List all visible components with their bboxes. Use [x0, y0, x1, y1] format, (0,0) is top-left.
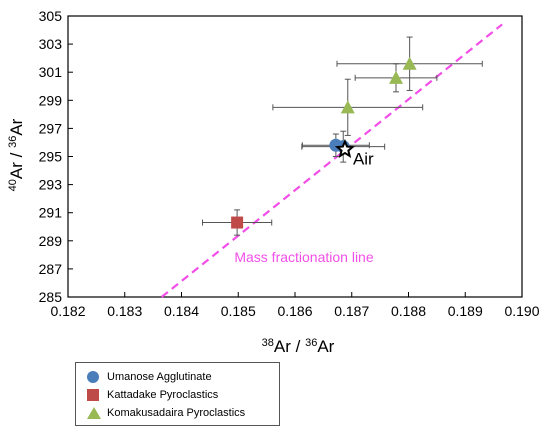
annotations: Air Mass fractionation line: [234, 138, 374, 265]
x-tick-label: 0.189: [448, 303, 483, 319]
legend-item-kattadake: Kattadake Pyroclastics: [87, 387, 218, 403]
mass-fractionation-label: Mass fractionation line: [234, 249, 374, 265]
kattadake-point: [231, 216, 244, 229]
y-tick-label: 287: [39, 261, 63, 277]
x-tick-label: 0.186: [277, 303, 312, 319]
y-tick-label: 305: [39, 8, 63, 24]
y-tick-label: 297: [39, 120, 63, 136]
square-marker-icon: [87, 389, 99, 401]
komakusadaira-point: [402, 56, 417, 70]
error-bars: [201, 36, 483, 236]
x-tick-label: 0.187: [334, 303, 369, 319]
air-star-icon: [334, 138, 356, 159]
triangle-marker-icon: [87, 407, 101, 419]
x-tick-label: 0.184: [164, 303, 199, 319]
y-tick-label: 301: [39, 64, 63, 80]
x-tick-label: 0.188: [391, 303, 426, 319]
x-axis-label: 38Ar / 36Ar: [262, 337, 335, 356]
mass-fractionation-line: [160, 23, 503, 298]
legend: Umanose Agglutinate Kattadake Pyroclasti…: [75, 362, 280, 426]
y-tick-label: 285: [39, 289, 63, 305]
x-tick-label: 0.190: [504, 303, 539, 319]
x-tick-label: 0.185: [221, 303, 256, 319]
scatter-chart: 0.182 0.183 0.184 0.185 0.186 0.187 0.188 0.189…: [7, 8, 540, 356]
data-markers: [231, 56, 417, 229]
x-axis-ticks: 0.182 0.183 0.184 0.185 0.186 0.187 0.188 0.189…: [50, 292, 540, 319]
circle-marker-icon: [87, 371, 99, 383]
y-tick-label: 303: [39, 36, 63, 52]
y-tick-label: 293: [39, 177, 63, 193]
y-axis-label: 40Ar / 36Ar: [7, 118, 26, 191]
komakusadaira-point: [389, 70, 404, 84]
legend-item-komakusadaira: Komakusadaira Pyroclastics: [87, 405, 245, 421]
x-tick-label: 0.183: [107, 303, 142, 319]
legend-item-umanose: Umanose Agglutinate: [87, 369, 212, 385]
y-axis-ticks: 285 287 289 291 293 295 297 299 301 303 305: [39, 8, 73, 305]
y-tick-label: 289: [39, 233, 63, 249]
air-label: Air: [353, 149, 374, 168]
y-tick-label: 299: [39, 92, 63, 108]
y-tick-label: 295: [39, 149, 63, 165]
legend-label: Umanose Agglutinate: [107, 371, 212, 383]
mass-fractionation-line-group: [160, 23, 503, 298]
legend-label: Komakusadaira Pyroclastics: [107, 407, 246, 419]
legend-label: Kattadake Pyroclastics: [107, 389, 219, 401]
x-tick-label: 0.182: [50, 303, 85, 319]
komakusadaira-point: [340, 100, 355, 114]
y-tick-label: 291: [39, 205, 63, 221]
